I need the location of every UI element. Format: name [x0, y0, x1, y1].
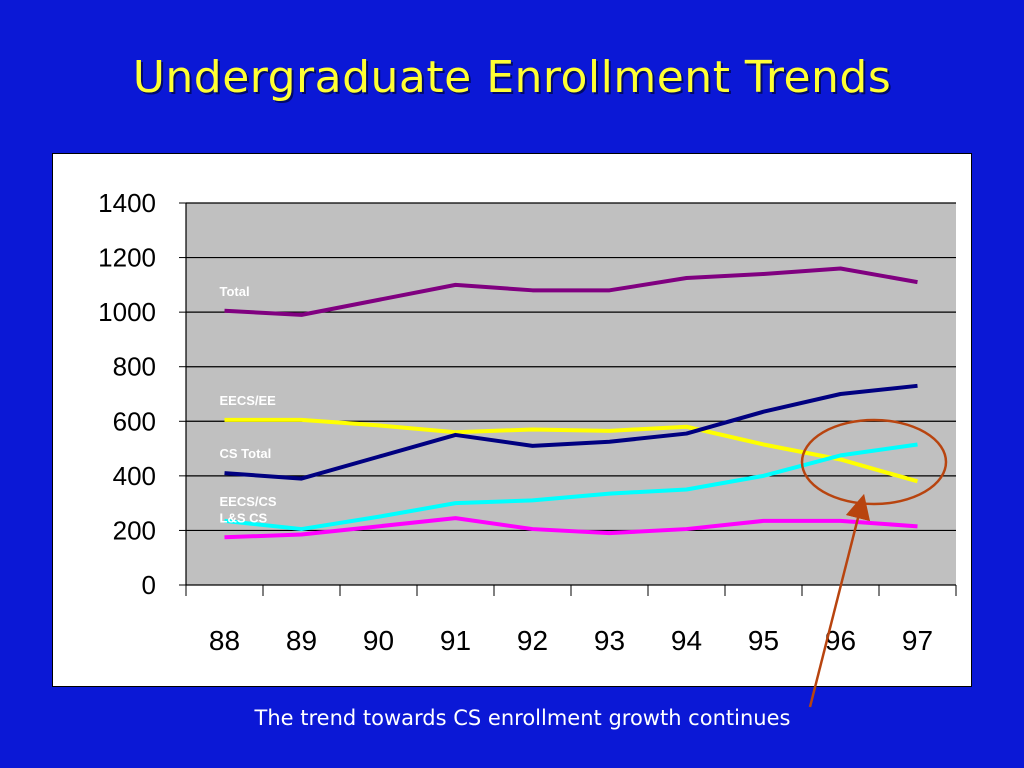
series-label: L&S CS: [220, 510, 268, 525]
x-tick-label: 92: [517, 625, 548, 656]
x-tick-label: 94: [671, 625, 702, 656]
series-label: EECS/CS: [220, 494, 277, 509]
x-tick-label: 91: [440, 625, 471, 656]
y-tick-label: 0: [142, 570, 156, 600]
series-line-cs-total: [224, 383, 918, 481]
y-tick-label: 1200: [98, 243, 156, 273]
slide-title: Undergraduate Enrollment Trends: [132, 52, 892, 103]
x-tick-label: 95: [748, 625, 779, 656]
x-tick-label: 88: [209, 625, 240, 656]
series-line-total: [224, 266, 918, 317]
x-tick-label: 89: [286, 625, 317, 656]
y-tick-label: 1000: [98, 297, 156, 327]
enrollment-line-chart: 0 200 400 600 800 1000 1200 1400 88 89 90 91 92 93 94…: [98, 188, 957, 656]
x-tick-label: 90: [363, 625, 394, 656]
chart-frame: 0 200 400 600 800 1000 1200 1400 88 89 90 91 92 93 94…: [52, 153, 972, 687]
series-label: CS Total: [220, 446, 272, 461]
x-tick-label: 93: [594, 625, 625, 656]
y-tick-label: 200: [113, 515, 156, 545]
x-tick-label: 97: [902, 625, 933, 656]
y-tick-label: 600: [113, 406, 156, 436]
x-tick-label: 96: [825, 625, 856, 656]
series-label: Total: [220, 284, 250, 299]
series-line-l-s-cs: [224, 516, 918, 540]
series-label: EECS/EE: [220, 393, 277, 408]
slide-caption: The trend towards CS enrollment growth c…: [254, 706, 791, 730]
y-tick-label: 1400: [98, 188, 156, 218]
y-tick-label: 800: [113, 352, 156, 382]
highlight-ellipse: [800, 418, 948, 506]
series-line-eecs-ee: [224, 417, 919, 484]
y-tick-label: 400: [113, 461, 156, 491]
